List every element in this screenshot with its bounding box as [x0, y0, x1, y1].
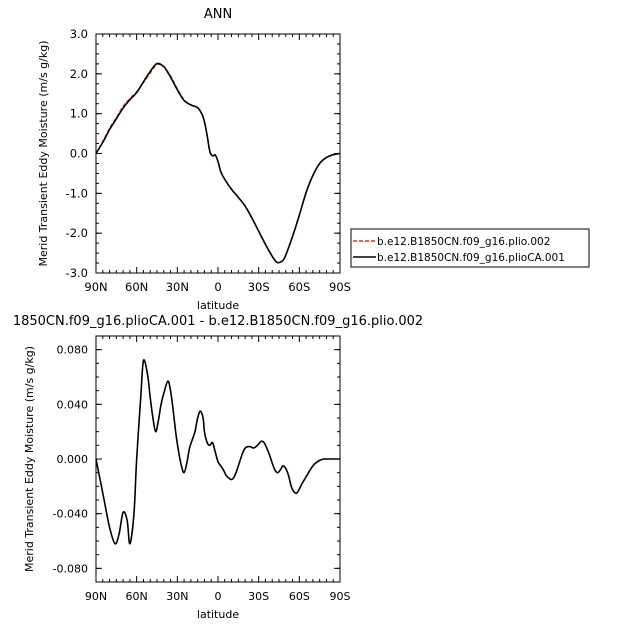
y-tick-label: -3.0 [66, 266, 88, 280]
x-tick-label: 0 [214, 280, 221, 294]
x-tick-label: 90S [329, 280, 351, 294]
x-tick-label: 90S [330, 590, 351, 603]
y-tick-label: 1.0 [70, 107, 88, 121]
chart-top: 90N 60N 30N 0 30S 60S 90S 3.0 2.0 1.0 0.0 -1.0 -2.0 -… [37, 7, 351, 312]
x-tick-label: 60S [288, 280, 310, 294]
y-tick-label: -0.040 [53, 508, 88, 521]
x-tick-label: 60N [125, 280, 148, 294]
y-tick-label: -0.080 [53, 562, 88, 575]
y-tick-label: -2.0 [66, 226, 88, 240]
series-line-1 [95, 62, 341, 264]
y-axis-label: Merid Transient Eddy Moisture (m/s g/kg) [23, 346, 36, 572]
y-tick-label: 0.040 [57, 398, 89, 411]
y-tick-label: 0.080 [57, 344, 89, 357]
x-tick-label: 0 [215, 590, 222, 603]
chart-title: 1850CN.f09_g16.plioCA.001 - b.e12.B1850C… [13, 314, 423, 329]
x-tick-label: 90N [85, 590, 107, 603]
y-tick-label: -1.0 [66, 186, 88, 200]
legend-label: b.e12.B1850CN.f09_g16.plioCA.001 [377, 252, 565, 264]
x-tick-label: 30N [166, 280, 189, 294]
x-tick-label: 60S [289, 590, 310, 603]
y-tick-label: 0.000 [57, 453, 89, 466]
y-tick-label: 3.0 [70, 27, 88, 41]
legend-label: b.e12.B1850CN.f09_g16.plio.002 [377, 236, 550, 248]
chart-bottom: 90N 60N 30N 0 30S 60S 90S 0.080 0.040 0.000 -0.040… [13, 314, 423, 621]
legend: b.e12.B1850CN.f09_g16.plio.002 b.e12.B185… [350, 228, 590, 268]
plot-frame [95, 335, 341, 583]
x-axis-label: latitude [197, 608, 239, 621]
y-tick-label: 2.0 [70, 67, 88, 81]
chart-title: ANN [204, 7, 232, 22]
x-tick-label: 30S [248, 280, 270, 294]
x-tick-label: 60N [126, 590, 148, 603]
legend-box [350, 228, 590, 268]
x-tick-label: 30S [248, 590, 269, 603]
x-tick-label: 30N [166, 590, 188, 603]
y-axis-label: Merid Transient Eddy Moisture (m/s g/kg) [37, 40, 50, 266]
plot-frame [95, 33, 341, 274]
x-axis-label: latitude [197, 299, 239, 312]
y-tick-label: 0.0 [70, 147, 88, 161]
series-line-0 [95, 359, 340, 545]
x-tick-label: 90N [84, 280, 107, 294]
